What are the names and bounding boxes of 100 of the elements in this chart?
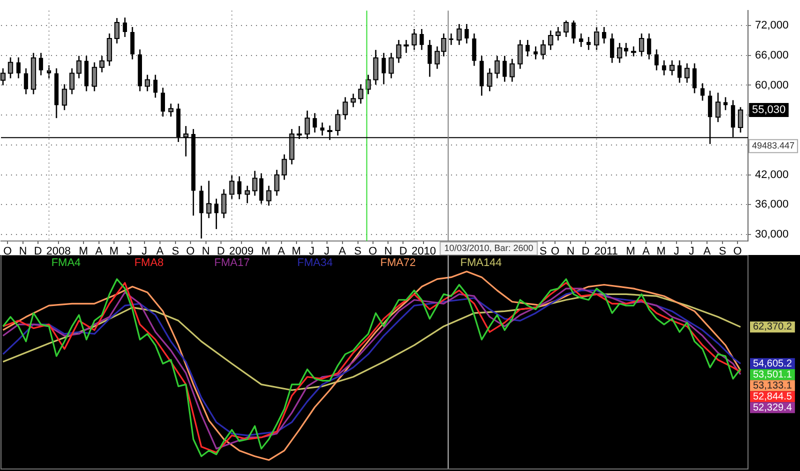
x-tick-label: S [354,246,362,258]
candlestick [420,28,424,51]
x-tick-label: M [109,246,119,258]
x-tick-label: J [324,246,330,258]
x-tick-label: J [674,246,680,258]
candlestick [654,48,659,71]
x-tick-label: O [368,246,378,258]
y-tick-label: 30,000 [755,228,789,241]
x-tick-label: A [642,246,650,258]
candlestick [312,112,317,134]
x-tick-label: O [3,246,12,258]
series-label: FMA72 [380,257,416,270]
candlestick [237,176,242,200]
annotation: 55,030 [752,104,786,116]
candlestick [669,60,675,76]
candlestick [153,74,158,98]
x-tick-label: O [550,246,560,258]
x-tick-label: 2009 [229,246,254,258]
data-label: 62,370.2 [753,322,792,333]
y-tick-label: 66,000 [755,49,789,62]
x-tick-label: D [582,246,590,258]
candlestick [38,52,44,76]
x-tick-label: A [703,246,712,258]
candlestick [472,32,476,66]
candlestick [24,68,28,95]
x-tick-label: S [718,246,726,258]
candlestick [388,52,394,79]
candlestick [579,32,584,48]
x-tick-label: M [261,246,270,258]
x-tick-label: N [202,246,210,258]
candlestick [510,58,515,82]
text: FMA17 [214,257,250,270]
x-tick-label: J [142,246,148,258]
y-tick-label: 36,000 [755,198,789,211]
candlestick [8,56,14,79]
candlestick [160,87,165,118]
candlestick [382,52,386,85]
y-tick-label: 72,000 [755,20,789,32]
data-label: 52,844.5 [753,391,792,402]
candlestick [692,62,697,94]
ref-line-label: 49483.447 [752,140,795,151]
candlestick [76,55,82,79]
x-tick-label: D [399,246,408,258]
candlestick [428,39,432,78]
candlestick [723,96,728,111]
y-tick-label: 60,000 [755,79,789,92]
x-tick-label: 2011 [594,246,618,258]
candlestick [214,198,218,230]
x-tick-label: A [95,246,104,258]
text: 10/03/2010, Bar: 2600 [444,242,534,253]
candlestick [677,60,682,84]
candlestick [449,32,454,46]
candlestick [464,23,469,44]
data-label: 54,605.2 [753,358,792,370]
candlestick [130,26,135,60]
text: FMA34 [297,257,333,270]
candlestick [602,26,606,44]
x-tick-label: M [292,246,301,258]
x-tick-label: J [309,246,315,258]
candlestick [350,93,356,108]
candlestick [122,16,128,38]
x-tick-label: A [338,246,347,258]
x-tick-label: M [626,246,636,258]
x-tick-label: M [78,246,88,258]
x-tick-label: O [733,246,742,258]
x-tick-label: A [156,246,164,258]
x-tick-label: J [688,246,694,258]
series-label: FMA8 [134,257,164,270]
x-tick-label: 2008 [46,246,71,258]
text: FMA144 [460,257,502,270]
candlestick [586,36,591,51]
candlestick [700,82,705,102]
candlestick [199,185,204,240]
x-tick-label: M [656,246,666,258]
candlestick [646,32,652,60]
x-tick-label: N [19,246,28,258]
candlestick [16,56,21,79]
candlestick [572,20,576,44]
data-label: 53,133.1 [753,380,792,392]
x-tick-label: S [539,246,547,258]
candlestick [638,32,644,58]
x-tick-label: D [216,246,225,258]
x-tick-label: N [384,246,392,258]
candlestick [624,42,628,58]
data-label: 53,501.1 [753,369,792,380]
candlestick [404,39,409,54]
x-tick-label: N [566,246,575,258]
candlestick [526,39,530,58]
x-tick-label: S [172,246,180,258]
candlestick [556,26,561,42]
candlestick [548,30,554,51]
candlestick [662,60,666,76]
data-label: 52,329.4 [753,402,792,414]
candlestick [502,55,507,82]
text: FMA4 [51,257,81,270]
x-tick-label: O [186,246,196,258]
x-tick-label: J [126,246,132,258]
x-tick-label: D [34,246,42,258]
x-tick-label: A [278,246,286,258]
x-tick-label: 2010 [411,246,436,258]
